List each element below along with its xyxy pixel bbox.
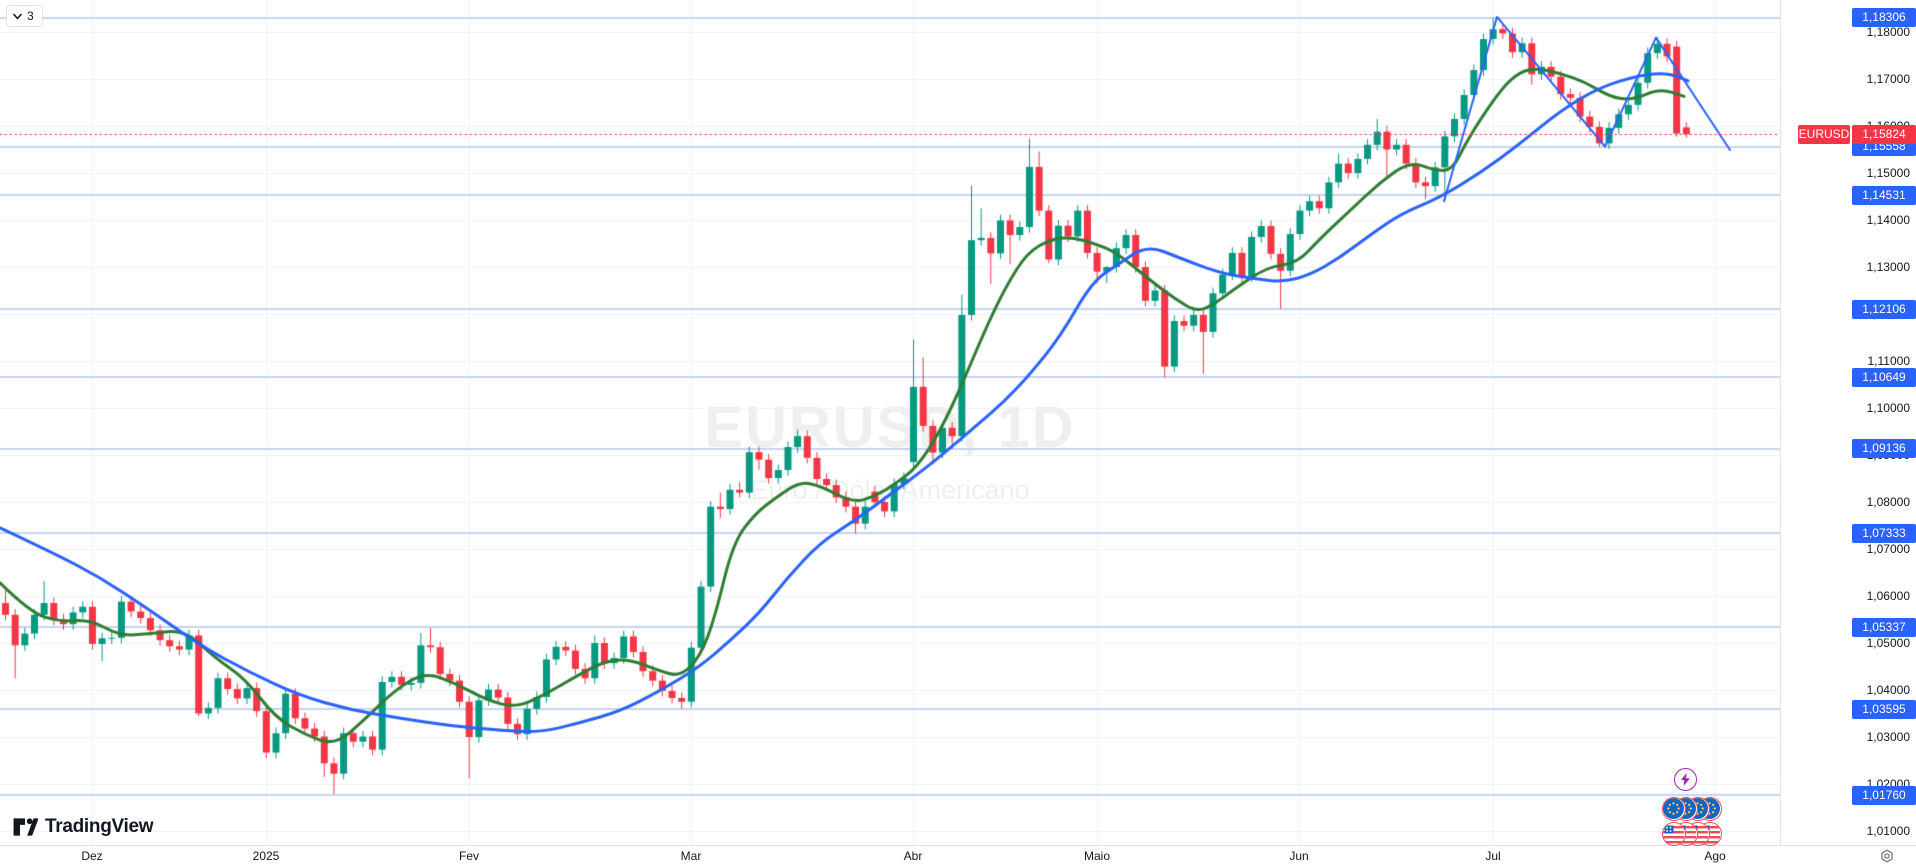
level-price-badge: 1,14531 — [1852, 185, 1916, 205]
tradingview-logo-icon — [13, 818, 38, 836]
level-price-badge: 1,05337 — [1852, 617, 1916, 637]
price-axis[interactable]: 1,180001,170001,160001,150001,140001,130… — [1780, 0, 1916, 845]
time-tick-label: Dez — [81, 849, 103, 863]
price-tick-label: 1,04000 — [1866, 682, 1910, 697]
price-tick-label: 1,18000 — [1866, 24, 1910, 39]
last-price-badge: 1,15824 — [1852, 124, 1916, 144]
eur-coin-icon — [1662, 797, 1686, 821]
time-tick-label: Jul — [1485, 849, 1501, 863]
symbol-price-tag: EURUSD — [1798, 124, 1850, 144]
hidden-indicator-count: 3 — [27, 9, 34, 23]
price-tick-label: 1,01000 — [1866, 823, 1910, 838]
price-tick-label: 1,14000 — [1866, 212, 1910, 227]
price-tick-label: 1,15000 — [1866, 165, 1910, 180]
usd-coin-icon — [1662, 822, 1686, 846]
tradingview-logo[interactable]: TradingView — [12, 816, 154, 838]
level-price-badge: 1,07333 — [1852, 523, 1916, 543]
level-price-badge: 1,10649 — [1852, 367, 1916, 387]
time-tick-label: Jun — [1289, 849, 1309, 863]
level-price-badge: 1,09136 — [1852, 439, 1916, 459]
price-tick-label: 1,17000 — [1866, 71, 1910, 86]
candlestick-chart-pane[interactable] — [0, 0, 1780, 845]
legend-collapse-button[interactable]: 3 — [6, 5, 43, 27]
price-tick-label: 1,13000 — [1866, 259, 1910, 274]
time-tick-label: Abr — [903, 849, 923, 863]
lightning-event-icon[interactable] — [1674, 768, 1697, 791]
chevron-down-icon — [13, 13, 22, 19]
price-tick-label: 1,06000 — [1866, 588, 1910, 603]
time-tick-label: Ago — [1704, 849, 1726, 863]
level-price-badge: 1,12106 — [1852, 299, 1916, 319]
price-tick-label: 1,03000 — [1866, 729, 1910, 744]
price-tick-label: 1,08000 — [1866, 494, 1910, 509]
time-tick-label: Fev — [458, 849, 480, 863]
level-price-badge: 1,18306 — [1852, 8, 1916, 28]
price-tick-label: 1,05000 — [1866, 635, 1910, 650]
price-tick-label: 1,10000 — [1866, 400, 1910, 415]
time-tick-label: 2025 — [252, 849, 280, 863]
level-price-badge: 1,03595 — [1852, 699, 1916, 719]
price-tick-label: 1,11000 — [1867, 353, 1911, 368]
tradingview-logo-text: TradingView — [45, 816, 154, 837]
level-price-badge: 1,01760 — [1852, 785, 1916, 805]
time-tick-label: Maio — [1083, 849, 1111, 863]
price-scale-settings-gear-icon[interactable] — [1880, 849, 1894, 863]
time-axis[interactable]: Dez 2025 Fev Mar Abr Maio Jun Jul Ago — [0, 845, 1916, 867]
time-tick-label: Mar — [680, 849, 702, 863]
price-tick-label: 1,07000 — [1866, 541, 1910, 556]
